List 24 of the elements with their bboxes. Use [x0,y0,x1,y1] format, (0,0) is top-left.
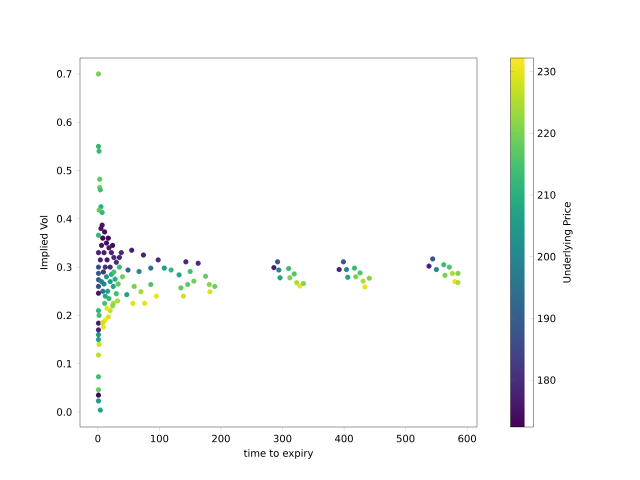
color-bar-label: 190 [538,314,556,322]
y-tick-label: 0.3 [57,263,72,271]
y-tick-label: 0.6 [57,118,72,126]
y-tick-label: 0.0 [57,408,72,416]
x-tick-label: 600 [458,434,476,442]
color-bar-title: Underlying Price [562,202,573,282]
y-tick-label: 0.5 [57,166,72,174]
color-bar-label: 220 [538,130,556,138]
x-tick-label: 0 [95,434,100,442]
x-tick-label: 200 [212,434,230,442]
x-tick-label: 100 [150,434,168,442]
y-tick-label: 0.7 [57,70,72,78]
x-axis-title: time to expiry [244,449,314,459]
x-tick-label: 400 [335,434,353,442]
x-tick-label: 500 [396,434,414,442]
y-tick-label: 0.2 [57,312,72,320]
color-bar-label: 180 [538,376,556,384]
color-bar-label: 200 [538,252,556,260]
y-tick-label: 0.4 [57,215,72,223]
y-tick-label: 0.1 [57,360,72,368]
color-bar-label: 210 [538,191,556,199]
color-bar-label: 230 [538,68,556,76]
x-tick-label: 300 [274,434,292,442]
y-axis-title: Implied Vol [40,216,50,270]
